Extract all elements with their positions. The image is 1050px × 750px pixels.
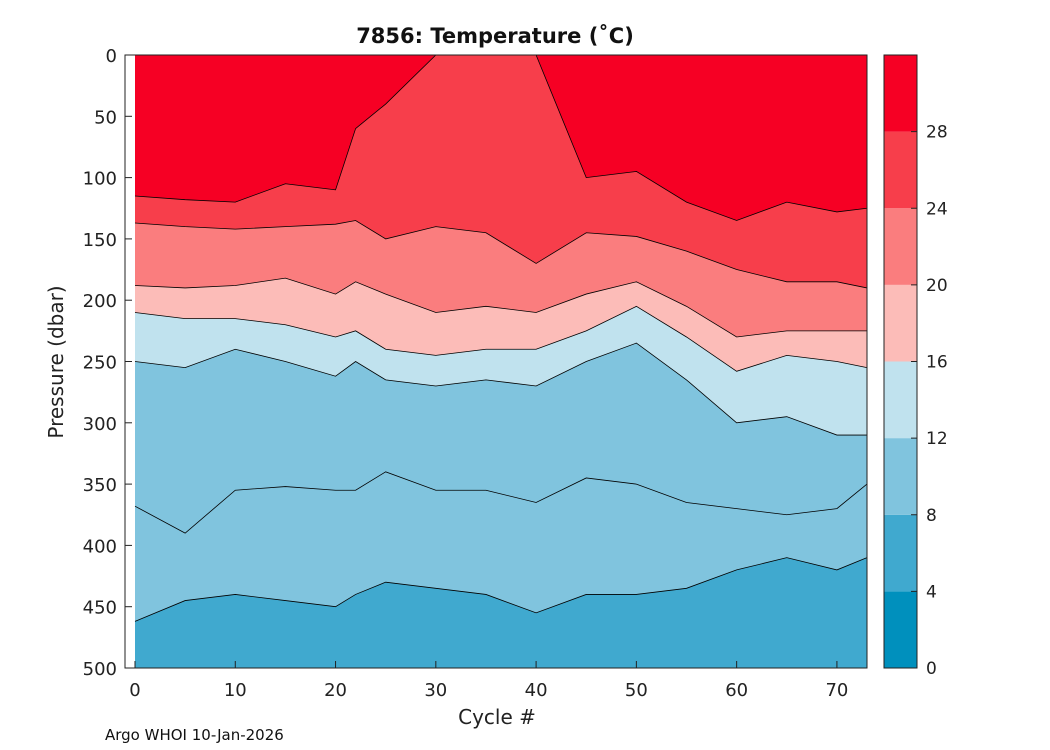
y-tick-label: 450 — [83, 598, 117, 619]
x-tick-label: 0 — [129, 680, 140, 701]
x-tick-label: 10 — [224, 680, 247, 701]
colorbar-segment — [884, 514, 917, 592]
colorbar-tick-label: 0 — [926, 659, 937, 679]
layer-28-32 — [135, 55, 867, 221]
colorbar-segment — [884, 361, 917, 439]
colorbar-tick-label: 28 — [926, 123, 948, 143]
x-tick-label: 20 — [324, 680, 347, 701]
x-tick-label: 60 — [725, 680, 748, 701]
y-tick-label: 500 — [83, 659, 117, 680]
x-tick-label: 30 — [424, 680, 447, 701]
x-tick-label: 40 — [525, 680, 548, 701]
contour-line-p9 — [134, 557, 868, 622]
y-tick-label: 350 — [83, 475, 117, 496]
colorbar-segment — [884, 591, 917, 668]
chart-title: 7856: Temperature (˚C) — [356, 24, 634, 48]
contour-lines — [134, 54, 868, 622]
colorbar-segment — [884, 438, 917, 515]
y-tick-label: 0 — [106, 46, 117, 67]
y-tick-label: 200 — [83, 291, 117, 312]
contour-line-p12 — [134, 342, 867, 436]
contour-line-p20 — [134, 277, 867, 338]
y-tick-label: 100 — [83, 169, 117, 190]
colorbar-segment — [884, 55, 917, 132]
colorbar-tick-label: 4 — [926, 582, 937, 602]
x-tick-label: 70 — [825, 680, 848, 701]
colorbar-segment — [884, 208, 917, 285]
y-tick-label: 50 — [94, 107, 117, 128]
plot-axes: 0 10 20 30 40 50 60 70 0 50 100 150 200 250 300 350 400 4… — [83, 46, 868, 701]
y-tick-label: 250 — [83, 353, 117, 374]
y-tick-label: 400 — [83, 536, 117, 557]
y-axis-label: Pressure (dbar) — [44, 285, 68, 439]
x-tick-label: 50 — [625, 680, 648, 701]
colorbar-tick-label: 20 — [926, 276, 948, 296]
colorbar-tick-label: 16 — [926, 353, 948, 373]
y-tick-label: 300 — [83, 414, 117, 435]
colorbar-segment — [884, 131, 917, 209]
footer-credit: Argo WHOI 10-Jan-2026 — [105, 726, 284, 744]
colorbar-tick-label: 12 — [926, 429, 948, 449]
contour-line-p16 — [134, 305, 868, 372]
colorbar-tick-label: 24 — [926, 199, 948, 219]
y-tick-label: 150 — [83, 230, 117, 251]
contour-layers — [135, 55, 867, 668]
colorbar-tick-label: 8 — [926, 506, 937, 526]
x-axis-label: Cycle # — [458, 705, 536, 729]
colorbar-segment — [884, 284, 917, 362]
contour-line-p10 — [134, 471, 868, 534]
contour-line-p24 — [134, 220, 868, 289]
colorbar: 0 4 8 12 16 20 24 28 — [883, 54, 948, 679]
